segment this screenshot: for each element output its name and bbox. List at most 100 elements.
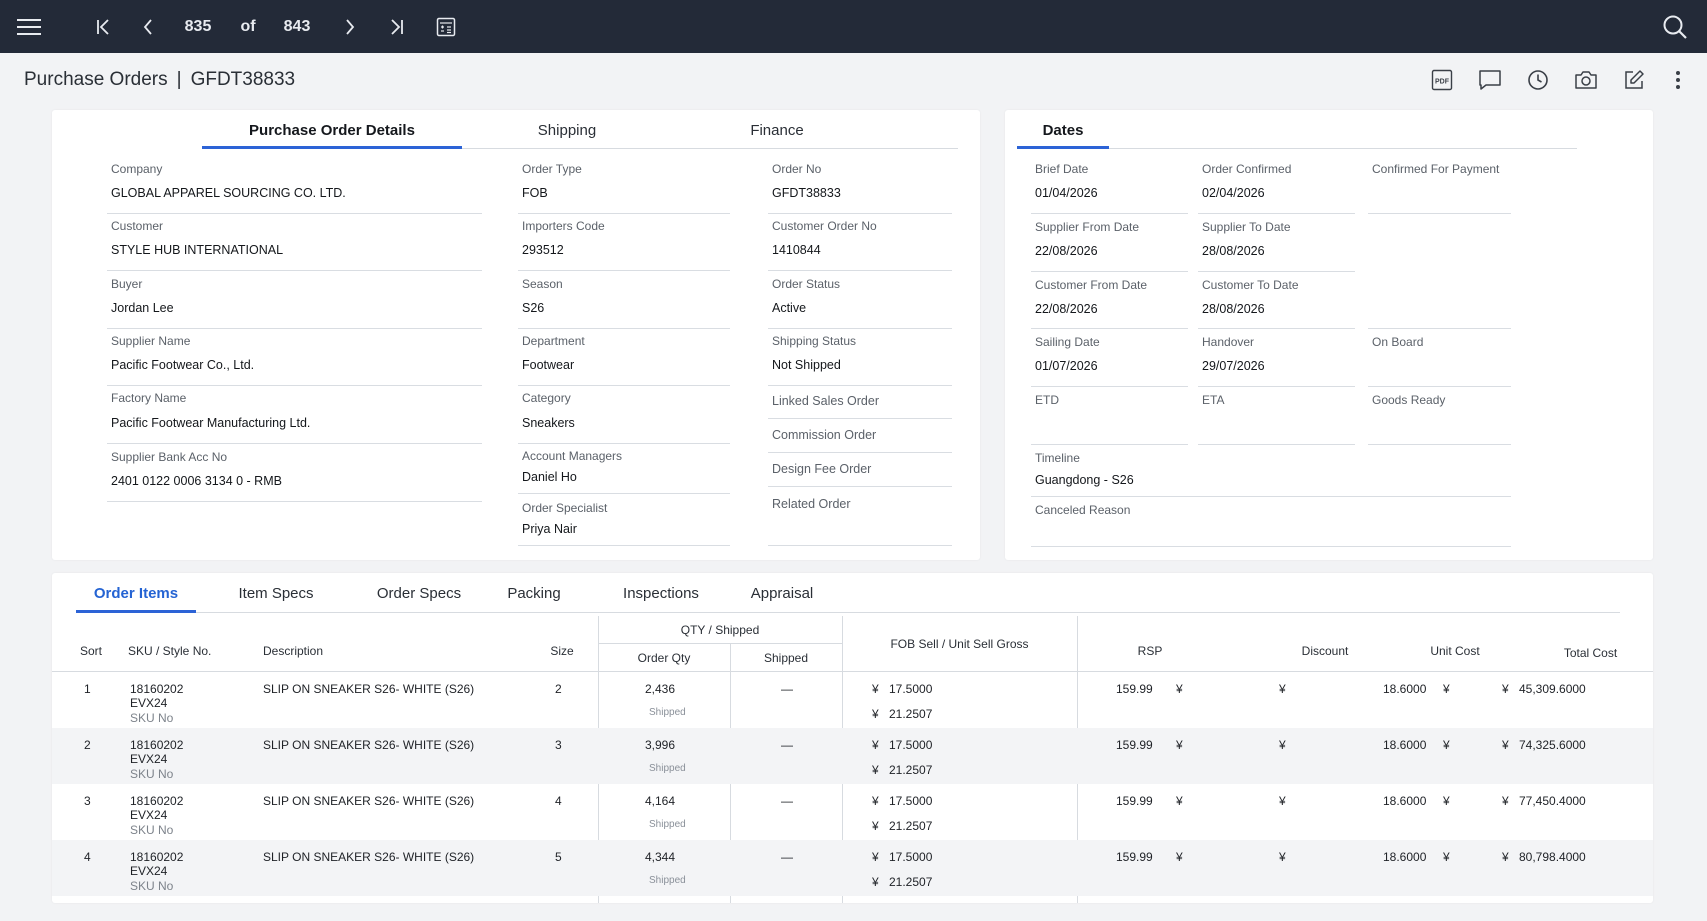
sailing-date-field[interactable]: Sailing Date 01/07/2026 xyxy=(1031,335,1188,387)
col-size[interactable]: Size xyxy=(550,644,574,658)
buyer-label: Buyer xyxy=(111,277,143,291)
customer-order-no-field[interactable]: Customer Order No 1410844 xyxy=(768,219,952,271)
timeline-field[interactable]: Timeline Guangdong - S26 xyxy=(1031,451,1511,497)
col-sort[interactable]: Sort xyxy=(79,644,102,658)
row-discount: ¥ xyxy=(1279,794,1286,808)
handover-field[interactable]: Handover 29/07/2026 xyxy=(1198,335,1355,387)
col-order-qty[interactable]: Order Qty xyxy=(637,651,691,665)
table-row[interactable]: 4 18160202 EVX24 SKU No SLIP ON SNEAKER … xyxy=(52,840,1653,896)
commission-order-field[interactable]: Commission Order xyxy=(768,428,952,453)
row-discount: ¥ xyxy=(1279,850,1286,864)
pdf-icon[interactable]: PDF xyxy=(1428,66,1456,94)
order-specialist-field[interactable]: Order Specialist Priya Nair xyxy=(518,501,730,546)
goods-ready-field[interactable]: Goods Ready xyxy=(1368,393,1511,445)
order-confirmed-field[interactable]: Order Confirmed 02/04/2026 xyxy=(1198,162,1355,214)
menu-icon[interactable] xyxy=(14,0,44,53)
clock-icon[interactable] xyxy=(1524,66,1552,94)
shipping-status-label: Shipping Status xyxy=(772,334,857,348)
category-value: Sneakers xyxy=(522,416,575,430)
calculator-icon[interactable] xyxy=(434,0,458,53)
eta-field[interactable]: ETA xyxy=(1198,393,1355,445)
tab-shipping[interactable]: Shipping xyxy=(537,121,597,139)
buyer-field[interactable]: Buyer Jordan Lee xyxy=(107,277,482,329)
tab-inspections[interactable]: Inspections xyxy=(623,585,699,602)
tab-order-items[interactable]: Order Items xyxy=(76,575,196,613)
canceled-reason-label: Canceled Reason xyxy=(1035,503,1131,517)
row-shipped: — xyxy=(781,738,793,752)
order-status-field[interactable]: Order Status Active xyxy=(768,277,952,329)
col-shipped[interactable]: Shipped xyxy=(763,651,809,665)
factory-name-field[interactable]: Factory Name Pacific Footwear Manufactur… xyxy=(107,391,482,444)
customer-to-date-field[interactable]: Customer To Date 28/08/2026 xyxy=(1198,278,1355,329)
row-fob-sell: 17.5000 xyxy=(889,738,933,752)
category-field[interactable]: Category Sneakers xyxy=(518,391,730,444)
tab-purchase-order-details[interactable]: Purchase Order Details xyxy=(202,112,462,149)
tab-packing[interactable]: Packing xyxy=(507,585,561,602)
row-sku: 18160202 xyxy=(130,738,184,752)
supplier-name-field[interactable]: Supplier Name Pacific Footwear Co., Ltd. xyxy=(107,334,482,386)
row-order-qty: 3,996 xyxy=(645,738,676,752)
current-record-number[interactable]: 835 xyxy=(184,17,212,35)
order-type-field[interactable]: Order Type FOB xyxy=(518,162,730,214)
supplier-to-date-field[interactable]: Supplier To Date 28/08/2026 xyxy=(1198,220,1355,272)
col-sku[interactable]: SKU / Style No. xyxy=(128,644,212,658)
table-row[interactable]: 2 18160202 EVX24 SKU No SLIP ON SNEAKER … xyxy=(52,728,1653,784)
timeline-value: Guangdong - S26 xyxy=(1035,473,1134,487)
order-no-label: Order No xyxy=(772,162,822,176)
order-no-field[interactable]: Order No GFDT38833 xyxy=(768,162,952,214)
on-board-field[interactable]: On Board xyxy=(1368,335,1511,387)
brief-date-field[interactable]: Brief Date 01/04/2026 xyxy=(1031,162,1188,214)
etd-field[interactable]: ETD xyxy=(1031,393,1188,445)
confirmed-for-payment-field[interactable]: Confirmed For Payment xyxy=(1368,162,1511,214)
tab-dates[interactable]: Dates xyxy=(1017,112,1109,149)
comment-icon[interactable] xyxy=(1476,66,1504,94)
edit-icon[interactable] xyxy=(1620,66,1648,94)
order-items-card: Order Items Item Specs Order Specs Packi… xyxy=(52,573,1653,903)
account-managers-field[interactable]: Account Managers Daniel Ho xyxy=(518,449,730,494)
sailing-date-value: 01/07/2026 xyxy=(1035,359,1098,373)
camera-icon[interactable] xyxy=(1572,66,1600,94)
tab-order-specs[interactable]: Order Specs xyxy=(376,585,462,602)
department-field[interactable]: Department Footwear xyxy=(518,334,730,386)
importers-code-field[interactable]: Importers Code 293512 xyxy=(518,219,730,271)
tab-finance[interactable]: Finance xyxy=(750,121,804,139)
table-row[interactable]: 3 18160202 EVX24 SKU No SLIP ON SNEAKER … xyxy=(52,784,1653,840)
row-rsp: 159.99 xyxy=(1116,794,1153,808)
design-fee-order-field[interactable]: Design Fee Order xyxy=(768,462,952,487)
supplier-bank-field[interactable]: Supplier Bank Acc No 2401 0122 0006 3134… xyxy=(107,450,482,502)
row-shipped: — xyxy=(781,682,793,696)
shipping-status-field[interactable]: Shipping Status Not Shipped xyxy=(768,334,952,386)
last-page-icon[interactable] xyxy=(384,0,408,53)
linked-sales-order-field[interactable]: Linked Sales Order xyxy=(768,394,952,419)
row-fob-sell: 17.5000 xyxy=(889,794,933,808)
col-qty-group: QTY / Shipped xyxy=(680,623,760,637)
more-icon[interactable] xyxy=(1664,66,1692,94)
supplier-from-date-field[interactable]: Supplier From Date 22/08/2026 xyxy=(1031,220,1188,272)
col-discount[interactable]: Discount xyxy=(1301,644,1349,658)
company-label: Company xyxy=(111,162,163,176)
order-specialist-label: Order Specialist xyxy=(522,501,608,515)
row-unit-sell-gross: 21.2507 xyxy=(889,819,933,833)
row-rsp-currency: ¥ xyxy=(1176,738,1183,752)
company-field[interactable]: Company GLOBAL APPAREL SOURCING CO. LTD. xyxy=(107,162,482,214)
account-managers-value: Daniel Ho xyxy=(522,470,577,484)
col-rsp[interactable]: RSP xyxy=(1137,644,1163,658)
order-no-value: GFDT38833 xyxy=(772,186,841,200)
col-description[interactable]: Description xyxy=(263,644,324,658)
table-row[interactable]: 1 18160202 EVX24 SKU No SLIP ON SNEAKER … xyxy=(52,672,1653,728)
customer-from-date-field[interactable]: Customer From Date 22/08/2026 xyxy=(1031,278,1188,329)
first-page-icon[interactable] xyxy=(92,0,116,53)
col-total-cost[interactable]: Total Cost xyxy=(1563,646,1618,660)
tab-item-specs[interactable]: Item Specs xyxy=(238,585,314,602)
col-unit-cost[interactable]: Unit Cost xyxy=(1430,644,1480,658)
related-order-field[interactable]: Related Order xyxy=(768,497,952,546)
customer-field[interactable]: Customer STYLE HUB INTERNATIONAL xyxy=(107,219,482,271)
season-field[interactable]: Season S26 xyxy=(518,277,730,329)
supplier-from-date-label: Supplier From Date xyxy=(1035,220,1140,234)
tab-appraisal[interactable]: Appraisal xyxy=(750,585,814,602)
search-icon[interactable] xyxy=(1660,0,1690,53)
col-fob[interactable]: FOB Sell / Unit Sell Gross xyxy=(890,637,1029,651)
canceled-reason-field[interactable]: Canceled Reason xyxy=(1031,503,1511,547)
prev-icon[interactable] xyxy=(138,0,158,53)
next-icon[interactable] xyxy=(340,0,360,53)
